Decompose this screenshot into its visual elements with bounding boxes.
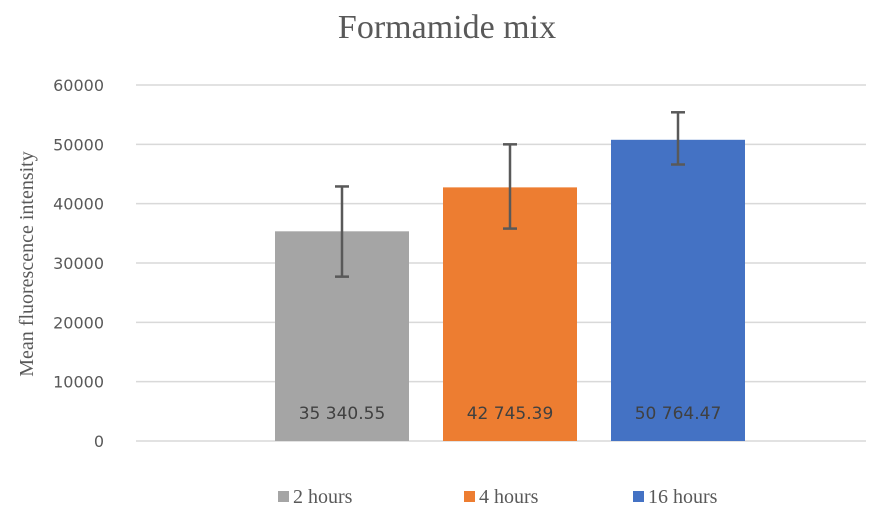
y-tick-label: 40000 bbox=[53, 195, 104, 214]
legend-swatch bbox=[464, 491, 475, 502]
legend-label: 16 hours bbox=[648, 486, 718, 508]
data-label: 35 340.55 bbox=[299, 404, 386, 424]
data-label: 50 764.47 bbox=[635, 404, 722, 424]
y-tick-label: 60000 bbox=[53, 76, 104, 95]
y-axis-ticks: 0 10000 20000 30000 40000 50000 60000 bbox=[53, 76, 104, 451]
chart-title: Formamide mix bbox=[338, 9, 556, 46]
data-labels: 35 340.55 42 745.39 50 764.47 bbox=[299, 404, 722, 424]
legend-label: 4 hours bbox=[479, 486, 539, 508]
legend-label: 2 hours bbox=[293, 486, 353, 508]
data-label: 42 745.39 bbox=[467, 404, 554, 424]
y-tick-label: 50000 bbox=[53, 135, 104, 154]
legend-swatch bbox=[278, 491, 289, 502]
y-tick-label: 0 bbox=[94, 432, 104, 451]
y-axis-label: Mean fluorescence intensity bbox=[16, 151, 38, 376]
y-tick-label: 10000 bbox=[53, 373, 104, 392]
legend-swatch bbox=[633, 491, 644, 502]
bar-16-hours bbox=[611, 140, 745, 441]
y-tick-label: 30000 bbox=[53, 254, 104, 273]
y-tick-label: 20000 bbox=[53, 313, 104, 332]
legend: 2 hours 4 hours 16 hours bbox=[278, 486, 718, 508]
